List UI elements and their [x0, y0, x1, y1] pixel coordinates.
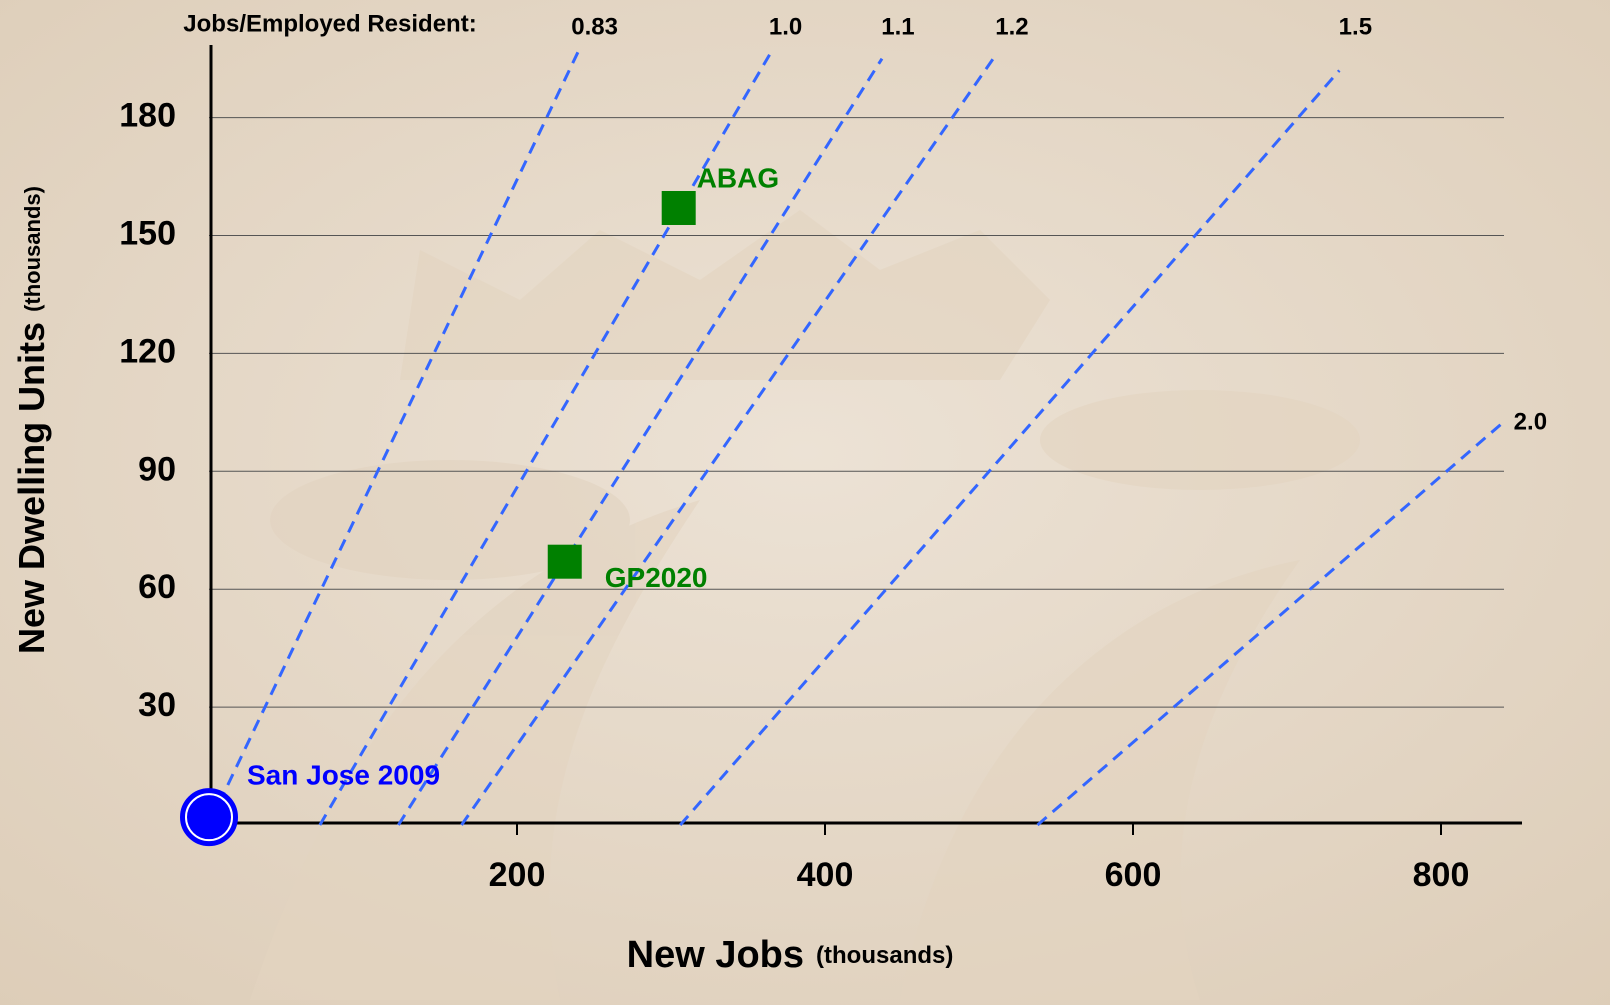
- y-tick-label: 30: [138, 686, 176, 724]
- ratio-line: [397, 57, 884, 826]
- y-tick-label: 120: [119, 332, 176, 370]
- x-tick-label: 800: [1413, 856, 1470, 894]
- x-axis-title: New Jobs (thousands): [627, 934, 954, 976]
- x-tick-label: 200: [489, 856, 546, 894]
- point-ring: [185, 793, 233, 842]
- y-tick-label: 90: [138, 450, 176, 488]
- point-marker: [661, 190, 696, 225]
- x-axis-unit: (thousands): [816, 942, 953, 969]
- x-tick-label: 600: [1105, 856, 1162, 894]
- ratio-label: 1.5: [1339, 13, 1372, 40]
- point-marker: [180, 788, 238, 847]
- ratio-label: 0.83: [571, 13, 618, 40]
- point-label: ABAG: [697, 162, 779, 193]
- y-axis-unit: (thousands): [20, 186, 45, 312]
- ratio-line: [1036, 419, 1507, 827]
- point-label: GP2020: [605, 562, 708, 593]
- y-axis-label: New Dwelling Units: [11, 322, 52, 654]
- ratio-line: [679, 69, 1341, 826]
- ratio-label: 1.1: [881, 13, 914, 40]
- ratio-line: [460, 53, 998, 826]
- ratio-label: 1.2: [995, 13, 1028, 40]
- y-tick-label: 60: [138, 568, 176, 606]
- ratio-label: 1.0: [769, 13, 802, 40]
- ratio-line: [209, 50, 580, 822]
- y-axis-title: New Dwelling Units (thousands): [11, 186, 52, 654]
- ratio-label: 2.0: [1514, 409, 1547, 436]
- y-tick-label: 150: [119, 214, 176, 252]
- x-tick-label: 400: [797, 856, 854, 894]
- background-pattern: [250, 210, 1360, 1000]
- ratio-line: [318, 53, 771, 826]
- point-marker: [547, 544, 582, 579]
- point-label: San Jose 2009: [247, 760, 440, 791]
- y-tick-label: 180: [119, 97, 176, 135]
- x-axis-label: New Jobs: [627, 934, 804, 976]
- ratio-header: Jobs/Employed Resident:: [183, 10, 476, 37]
